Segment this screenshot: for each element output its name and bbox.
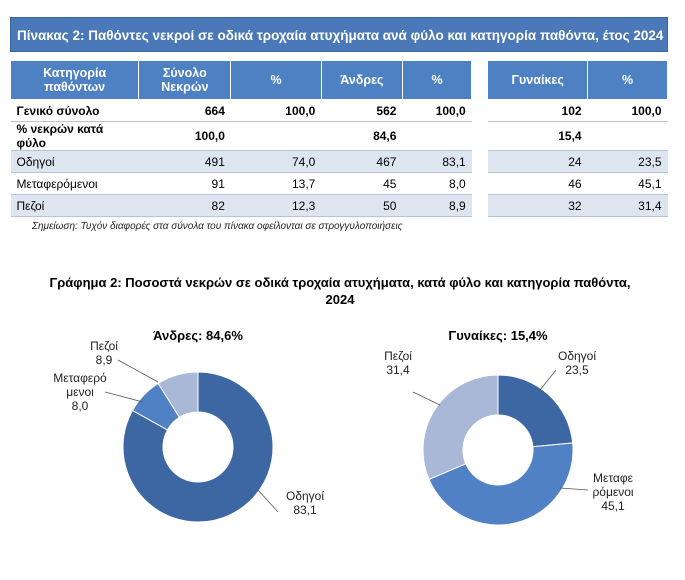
leader-line (257, 489, 279, 513)
cell-men: 467 (321, 150, 403, 173)
cell-women: 15,4 (487, 121, 588, 151)
table-row: % νεκρών κατά φύλο 100,0 84,6 15,4 (10, 121, 668, 151)
cell-women: 32 (487, 194, 588, 217)
cell-gap (471, 172, 488, 195)
stats-table: Κατηγορία παθόντων Σύνολο Νεκρών % Άνδρε… (9, 60, 668, 217)
cell-total-pct: 12,3 (230, 194, 322, 217)
table-row: Οδηγοί 491 74,0 467 83,1 24 23,5 (10, 150, 668, 173)
cell-total: 664 (138, 99, 231, 122)
cell-gap (471, 194, 488, 217)
cell-total: 91 (138, 172, 231, 195)
slice-value-label: 23,5 (565, 363, 589, 377)
donut-title: Άνδρες: 84,6% (153, 328, 243, 343)
table-note: Σημείωση: Τυχόν διαφορές στα σύνολα του … (32, 221, 403, 232)
slice-name-label: ρόμενοι (592, 485, 633, 499)
cell-women-pct: 45,1 (587, 172, 668, 195)
cell-gap (471, 150, 488, 173)
cell-gap (471, 121, 488, 151)
chart-title: Γράφημα 2: Ποσοστά νεκρών σε οδικά τροχα… (20, 274, 660, 308)
header-men: Άνδρες (320, 60, 403, 100)
slice-name-label: Οδηγοί (286, 489, 324, 503)
cell-total: 82 (138, 194, 231, 217)
cell-men: 45 (321, 172, 403, 195)
row-label: Οδηγοί (10, 150, 139, 173)
header-women-pct: % (587, 60, 668, 100)
slice-value-label: 8,0 (72, 399, 89, 413)
header-total-pct: % (230, 60, 322, 100)
slice-name-label: Μεταφε (593, 471, 634, 485)
donut-slice (122, 371, 274, 523)
cell-men: 562 (321, 99, 403, 122)
cell-men-pct: 8,0 (402, 172, 472, 195)
donut-slice (422, 374, 499, 481)
table-header-row: Κατηγορία παθόντων Σύνολο Νεκρών % Άνδρε… (9, 60, 668, 100)
cell-total-pct: 74,0 (230, 150, 322, 173)
leader-line (539, 369, 557, 391)
row-label: % νεκρών κατά φύλο (10, 121, 139, 151)
cell-women: 46 (487, 172, 588, 195)
cell-men: 50 (321, 194, 403, 217)
table-row: Μεταφερόμενοι 91 13,7 45 8,0 46 45,1 (10, 172, 668, 195)
chart-title-line2: 2024 (325, 292, 355, 307)
cell-total-pct (230, 121, 322, 151)
leader-line (412, 391, 441, 406)
header-men-pct: % (401, 60, 473, 100)
cell-women-pct: 23,5 (587, 150, 668, 173)
slice-value-label: 31,4 (386, 363, 410, 377)
slice-name-label: μενοι (66, 385, 94, 399)
table-title: Πίνακας 2: Παθόντες νεκροί σε οδικά τροχ… (10, 17, 668, 52)
cell-men-pct: 100,0 (402, 99, 472, 122)
cell-men-pct: 83,1 (402, 150, 472, 173)
cell-women-pct: 31,4 (587, 194, 668, 217)
row-label: Πεζοί (10, 194, 139, 217)
slice-name-label: Πεζοί (384, 349, 412, 363)
cell-men-pct: 8,9 (402, 194, 472, 217)
slice-name-label: Πεζοί (90, 339, 118, 353)
header-category: Κατηγορία παθόντων (9, 60, 140, 100)
cell-men-pct (402, 121, 472, 151)
donut-title: Γυναίκες: 15,4% (448, 328, 548, 343)
leader-line (104, 391, 144, 403)
table-row: Πεζοί 82 12,3 50 8,9 32 31,4 (10, 194, 668, 217)
donut-charts: Άνδρες: 84,6%Οδηγοί83,1Μεταφερόμενοι8,0Π… (53, 328, 634, 526)
slice-value-label: 83,1 (293, 503, 317, 517)
donut-slice (497, 374, 574, 448)
leader-line (117, 359, 159, 383)
cell-women-pct (587, 121, 668, 151)
slice-name-label: Οδηγοί (558, 349, 596, 363)
chart-title-line1: Γράφημα 2: Ποσοστά νεκρών σε οδικά τροχα… (49, 275, 631, 290)
donut-slice (157, 371, 199, 419)
table-row: Γενικό σύνολο 664 100,0 562 100,0 102 10… (10, 99, 668, 122)
donut-slice (428, 442, 574, 526)
cell-total: 100,0 (138, 121, 231, 151)
cell-total: 491 (138, 150, 231, 173)
slice-name-label: Μεταφερό (53, 371, 107, 385)
cell-total-pct: 100,0 (230, 99, 322, 122)
header-total: Σύνολο Νεκρών (138, 60, 232, 100)
row-label: Μεταφερόμενοι (10, 172, 139, 195)
cell-women: 24 (487, 150, 588, 173)
cell-women: 102 (487, 99, 588, 122)
slice-value-label: 45,1 (601, 499, 625, 513)
header-gap (471, 60, 489, 100)
row-label: Γενικό σύνολο (10, 99, 139, 122)
cell-men: 84,6 (321, 121, 403, 151)
leader-line (559, 487, 589, 491)
slice-value-label: 8,9 (96, 353, 113, 367)
cell-women-pct: 100,0 (587, 99, 668, 122)
cell-gap (471, 99, 488, 122)
header-women: Γυναίκες (487, 60, 589, 100)
cell-total-pct: 13,7 (230, 172, 322, 195)
